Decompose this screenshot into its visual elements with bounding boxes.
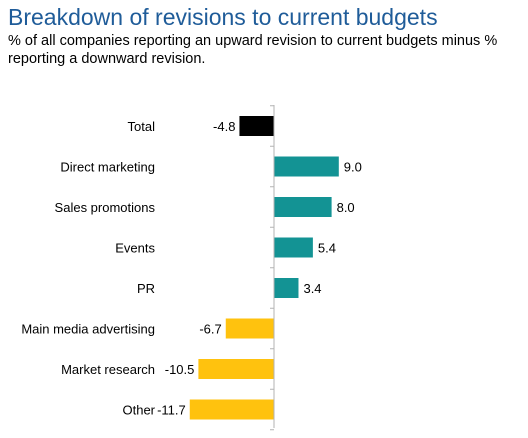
bar [274, 278, 299, 298]
category-label: Events [115, 241, 155, 256]
bar [274, 197, 332, 217]
bar [198, 359, 274, 379]
data-label: -6.7 [199, 322, 221, 337]
bar [274, 237, 313, 258]
data-label: -4.8 [213, 119, 235, 134]
bar [239, 116, 274, 136]
chart-subtitle: % of all companies reporting an upward r… [8, 33, 498, 67]
data-label: 5.4 [318, 241, 336, 256]
bar [274, 156, 339, 177]
data-label: -11.7 [157, 403, 186, 418]
bar [225, 318, 274, 339]
category-label: PR [137, 281, 155, 296]
data-label: 3.4 [303, 281, 321, 296]
bar [189, 399, 274, 420]
category-label: Market research [61, 362, 155, 377]
category-label: Sales promotions [55, 200, 156, 215]
category-label: Total [128, 119, 156, 134]
data-label: 8.0 [337, 200, 355, 215]
data-label: 9.0 [344, 160, 362, 175]
data-label: -10.5 [165, 362, 195, 377]
category-label: Direct marketing [60, 160, 155, 175]
chart-title: Breakdown of revisions to current budget… [8, 4, 438, 30]
category-label: Other [122, 403, 155, 418]
category-label: Main media advertising [21, 322, 155, 337]
